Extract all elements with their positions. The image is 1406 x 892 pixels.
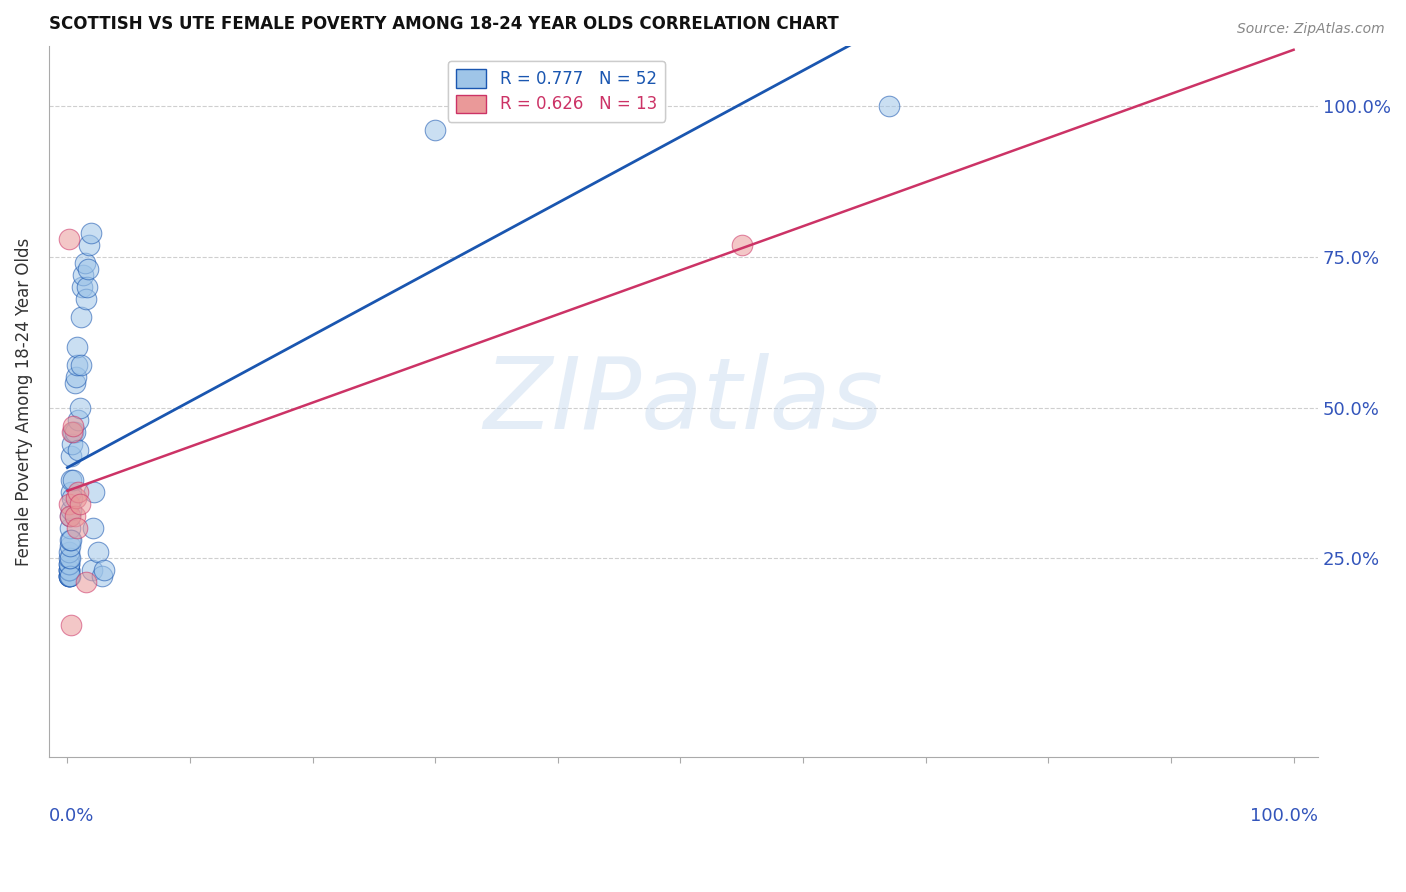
Point — [425, 123, 447, 137]
Point — [82, 521, 104, 535]
Point — [63, 376, 86, 391]
Point — [58, 569, 80, 583]
Point — [73, 256, 96, 270]
Text: SCOTTISH VS UTE FEMALE POVERTY AMONG 18-24 YEAR OLDS CORRELATION CHART: SCOTTISH VS UTE FEMALE POVERTY AMONG 18-… — [49, 15, 839, 33]
Point — [59, 569, 82, 583]
Point — [59, 539, 82, 553]
Point — [59, 551, 82, 566]
Point — [877, 99, 900, 113]
Point — [87, 545, 110, 559]
Point — [80, 563, 103, 577]
Point — [731, 237, 754, 252]
Point — [70, 310, 93, 324]
Point — [59, 509, 82, 524]
Text: ZIPatlas: ZIPatlas — [484, 353, 883, 450]
Point — [79, 237, 101, 252]
Point — [66, 340, 89, 354]
Point — [77, 261, 100, 276]
Point — [59, 509, 82, 524]
Point — [70, 359, 93, 373]
Point — [60, 449, 83, 463]
Point — [62, 425, 84, 439]
Point — [58, 569, 80, 583]
Point — [65, 491, 87, 505]
Point — [79, 226, 101, 240]
Point — [59, 533, 82, 548]
Point — [63, 509, 86, 524]
Point — [59, 521, 82, 535]
Point — [60, 485, 83, 500]
Point — [58, 232, 80, 246]
Point — [62, 418, 84, 433]
Point — [69, 401, 91, 415]
Point — [60, 503, 83, 517]
Point — [60, 491, 83, 505]
Text: Source: ZipAtlas.com: Source: ZipAtlas.com — [1237, 22, 1385, 37]
Point — [67, 412, 90, 426]
Point — [58, 551, 80, 566]
Text: 100.0%: 100.0% — [1250, 807, 1319, 825]
Point — [63, 425, 86, 439]
Point — [66, 521, 89, 535]
Point — [90, 569, 112, 583]
Text: 0.0%: 0.0% — [49, 807, 94, 825]
Point — [58, 569, 80, 583]
Point — [70, 280, 93, 294]
Point — [65, 370, 87, 384]
Legend: R = 0.777   N = 52, R = 0.626   N = 13: R = 0.777 N = 52, R = 0.626 N = 13 — [449, 62, 665, 122]
Point — [58, 497, 80, 511]
Point — [76, 280, 98, 294]
Point — [62, 473, 84, 487]
Point — [83, 485, 105, 500]
Point — [58, 558, 80, 572]
Point — [58, 563, 80, 577]
Point — [67, 442, 90, 457]
Point — [66, 359, 89, 373]
Point — [67, 485, 90, 500]
Y-axis label: Female Poverty Among 18-24 Year Olds: Female Poverty Among 18-24 Year Olds — [15, 237, 32, 566]
Point — [58, 563, 80, 577]
Point — [58, 569, 80, 583]
Point — [75, 575, 97, 590]
Point — [60, 473, 83, 487]
Point — [58, 545, 80, 559]
Point — [58, 558, 80, 572]
Point — [60, 617, 83, 632]
Point — [75, 292, 97, 306]
Point — [93, 563, 115, 577]
Point — [60, 533, 83, 548]
Point — [60, 436, 83, 450]
Point — [72, 268, 94, 282]
Point — [69, 497, 91, 511]
Point — [60, 425, 83, 439]
Point — [58, 563, 80, 577]
